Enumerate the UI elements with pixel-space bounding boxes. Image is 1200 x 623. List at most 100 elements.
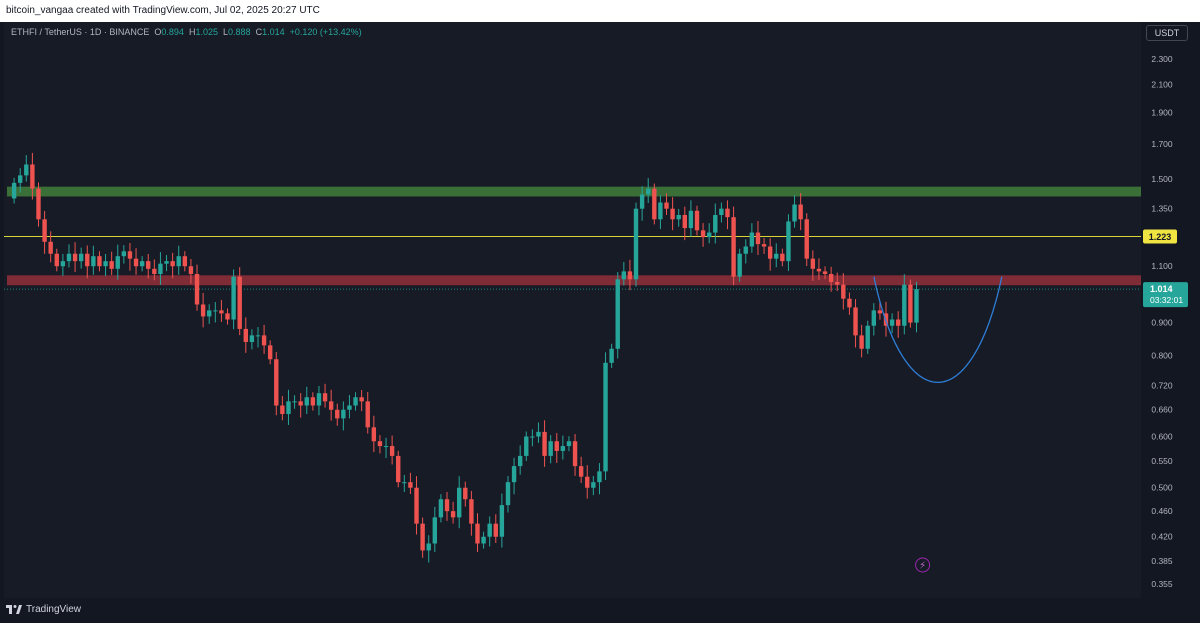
y-tick-label: 2.100 <box>1151 80 1173 90</box>
candle-down <box>542 431 547 456</box>
level-price-label: 1.223 <box>1149 232 1172 242</box>
close-value: 1.014 <box>262 27 285 37</box>
candle-up <box>176 256 181 267</box>
candle-down <box>853 307 858 336</box>
candle-down <box>475 523 480 544</box>
candle-up <box>621 271 627 280</box>
y-tick-label: 0.420 <box>1151 532 1173 542</box>
high-label: H <box>188 27 196 37</box>
candle-up <box>639 194 645 209</box>
attribution-text: bitcoin_vangaa created with TradingView.… <box>6 5 320 16</box>
close-label: C <box>255 27 263 37</box>
candle-up <box>353 397 358 406</box>
candle-down <box>267 345 273 360</box>
candle-up <box>316 393 322 406</box>
candle-down <box>755 232 761 245</box>
candle-up <box>743 246 748 254</box>
candle-down <box>493 523 498 537</box>
candle-up <box>774 253 779 259</box>
candle-up <box>60 261 66 267</box>
candle-up <box>286 401 291 415</box>
candle-up <box>713 214 718 233</box>
candle-down <box>554 441 559 451</box>
candle-up <box>438 499 444 518</box>
candle-down <box>182 256 188 267</box>
candle-down <box>127 251 133 259</box>
tradingview-logo[interactable]: TradingView <box>6 604 81 615</box>
candle-up <box>597 471 602 483</box>
last-price-badge <box>1143 282 1188 308</box>
y-tick-label: 1.900 <box>1151 108 1173 118</box>
candle-down <box>761 244 767 247</box>
candle-up <box>213 310 218 312</box>
candle-up <box>158 263 163 274</box>
candle-up <box>865 325 870 349</box>
candle-down <box>725 208 730 218</box>
candle-up <box>536 431 541 437</box>
candle-down <box>170 261 175 267</box>
level-price-badge <box>1143 229 1177 244</box>
candle-up <box>517 455 523 467</box>
lightning-icon: ⚡ <box>919 561 926 572</box>
candle-down <box>219 310 224 314</box>
candle-down <box>835 281 840 285</box>
candle-down <box>36 188 41 220</box>
candle-up <box>457 487 462 518</box>
candle-up <box>505 482 511 506</box>
low-label: L <box>223 27 229 37</box>
candle-down <box>48 241 53 254</box>
candle-down <box>377 441 383 447</box>
currency-label: USDT <box>1154 28 1180 38</box>
y-tick-label: 2.300 <box>1151 54 1173 64</box>
candle-down <box>146 261 151 269</box>
candle-down <box>810 258 816 269</box>
candle-down <box>328 401 334 410</box>
last-price-label: 1.014 <box>1150 284 1173 294</box>
candle-down <box>664 202 669 209</box>
candle-up <box>889 319 895 326</box>
candle-down <box>841 284 846 299</box>
currency-selector[interactable]: USDT <box>1146 25 1188 41</box>
candle-down <box>396 455 401 483</box>
candle-up <box>292 401 297 403</box>
candle-down <box>572 441 578 467</box>
candle-down <box>274 359 279 406</box>
candle-up <box>249 335 255 342</box>
lightning-marker[interactable] <box>915 557 931 573</box>
y-tick-label: 0.355 <box>1151 579 1173 589</box>
candle-up <box>255 335 261 337</box>
candle-down <box>261 335 267 346</box>
candle-up <box>432 517 438 544</box>
candle-down <box>152 268 157 274</box>
candle-up <box>633 208 639 280</box>
candle-up <box>402 482 407 484</box>
candle-down <box>450 511 456 518</box>
rounded-bottom-curve[interactable] <box>873 276 1003 383</box>
y-tick-label: 0.800 <box>1151 351 1173 361</box>
candle-up <box>341 409 346 419</box>
chart-plot-area[interactable] <box>4 22 1141 598</box>
candle-up <box>487 523 492 537</box>
candle-down <box>463 487 468 500</box>
candle-down <box>847 298 852 308</box>
candle-up <box>566 441 572 447</box>
countdown-label: 03:32:01 <box>1150 295 1183 305</box>
candle-up <box>511 466 517 483</box>
y-tick-label: 0.385 <box>1151 556 1173 566</box>
candle-down <box>225 313 230 320</box>
candle-down <box>109 261 114 269</box>
candle-up <box>207 310 212 317</box>
candle-up <box>786 221 791 262</box>
candle-up <box>676 214 681 220</box>
candle-up <box>524 436 529 456</box>
candle-down <box>200 304 206 317</box>
candle-down <box>298 401 303 406</box>
y-tick-label: 0.600 <box>1151 432 1173 442</box>
candle-down <box>444 499 450 512</box>
candle-down <box>578 466 584 477</box>
candle-up <box>304 397 309 406</box>
candle-down <box>908 284 913 323</box>
candle-up <box>103 261 108 267</box>
price-chart[interactable]: ⚡ 2.300 2.100 1.900 1.700 1.500 1.350 1.100 0.90… <box>0 22 1200 623</box>
candle-down <box>585 476 590 488</box>
